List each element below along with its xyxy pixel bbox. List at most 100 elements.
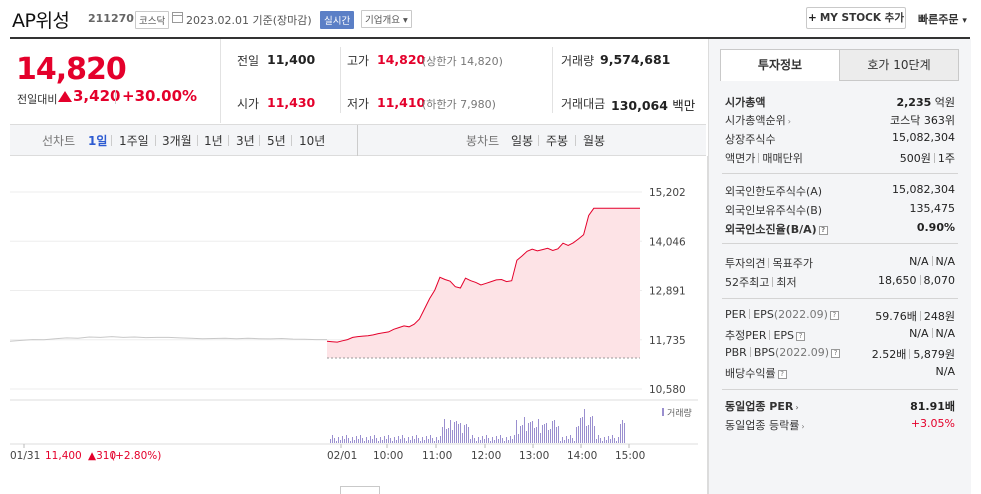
row-sector-per[interactable]: 동일업종 PER › 81.91배 [725,400,955,413]
volume-bar [546,423,547,443]
mystock-add-button[interactable]: + MY STOCK 추가 [806,7,906,29]
x-tick-label: 13:00 [519,450,549,462]
help-icon[interactable]: ? [829,311,839,320]
volume-bar [556,427,557,443]
volume-bar [402,435,403,443]
volume-bar [414,439,415,443]
volume-bar [584,409,585,443]
tab-hoga[interactable]: 호가 10단계 [839,49,959,81]
volume-bar [410,440,411,443]
divider [259,135,260,146]
volume-bar [342,436,343,443]
volume-bar [418,438,419,443]
volume-bar [374,435,375,443]
chart-toggle-button[interactable] [340,486,380,494]
period-1y[interactable]: 1년 [204,134,223,148]
volume-bar [572,438,573,443]
divider [722,298,958,299]
help-icon[interactable]: ? [831,349,841,358]
help-icon[interactable]: ? [777,370,787,379]
prev-close-label: 전일 [237,54,260,68]
high-label: 고가 [347,54,370,68]
divider [552,47,553,113]
volume-bar [516,420,517,443]
period-1d[interactable]: 1일 [88,134,108,148]
x-tick-label: 15:00 [615,450,645,462]
volume-bar [558,426,559,443]
prev-day-close: 11,400 [45,450,82,462]
volume-bar [506,437,507,443]
volume-bar [490,441,491,443]
volume-bar [370,436,371,443]
period-1w[interactable]: 1주일 [119,134,149,148]
volume-bar [390,438,391,443]
help-icon[interactable]: ? [818,226,828,235]
row-mktcap: 시가총액 2,235 억원 [725,96,955,109]
y-tick-label: 12,891 [649,286,686,298]
chevron-down-icon: ▾ [403,15,408,26]
volume-bar [432,438,433,443]
candle-monthly[interactable]: 월봉 [583,134,606,148]
y-axis-ticks: 15,202 14,046 12,891 11,735 10,580 [649,187,686,396]
market-badge: 코스닥 [135,11,170,29]
volume-bar [622,420,623,443]
compare-label: 전일대비 [17,93,58,106]
volume-bar [502,438,503,443]
volume-bar [616,441,617,443]
price-change-pct: +30.00% [122,87,198,105]
divider [291,135,292,146]
volume-bar [412,436,413,443]
volume-bar [504,441,505,443]
volume-bar [530,422,531,443]
amount-value: 130,064 백만 [611,98,696,113]
volume-bar [392,441,393,443]
volume-bar [332,435,333,443]
quick-order-button[interactable]: 빠른주문 ▾ [918,13,967,26]
price-change: 3,420 [73,87,121,105]
volume-bar [494,440,495,443]
period-5y[interactable]: 5년 [267,134,286,148]
volume-bar [520,426,521,443]
price-panel [10,39,221,123]
volume-bar [426,436,427,443]
row-foreign-hold: 외국인보유주식수(B) 135,475 [725,202,955,217]
candle-daily[interactable]: 일봉 [511,134,534,148]
candle-weekly[interactable]: 주봉 [546,134,569,148]
volume-bar [358,439,359,443]
volume-bar [448,428,449,443]
volume-bar [518,434,519,443]
help-icon[interactable]: ? [796,332,806,341]
volume-bar [444,419,445,443]
x-tick-label: 10:00 [373,450,403,462]
row-per: PER EPS(2022.09)? 59.76배 248원 [725,308,955,323]
row-52week: 52주최고 최저 18,650 8,070 [725,274,955,289]
period-3y[interactable]: 3년 [236,134,255,148]
price-chart[interactable]: 15,202 14,046 12,891 11,735 10,580 거래량 01/31… [0,156,708,494]
today-area [327,208,640,359]
volume-bar [472,435,473,443]
chevron-right-icon: › [795,403,799,412]
row-mktcap-rank[interactable]: 시가총액순위 › 코스닥 363위 [725,114,955,127]
volume-bar [354,440,355,443]
row-dividend: 배당수익률? N/A [725,365,955,380]
row-listed-shares: 상장주식수 15,082,304 [725,131,955,146]
volume-bar [364,441,365,443]
tab-invest-info[interactable]: 투자정보 [720,49,840,81]
period-10y[interactable]: 10년 [299,134,326,148]
open-value: 11,430 [267,95,316,110]
volume-bar [624,423,625,443]
volume-bar [542,425,543,443]
row-sector-change[interactable]: 동일업종 등락률 › +3.05% [725,417,955,432]
realtime-badge[interactable]: 실시간 [320,11,355,29]
volume-bar [476,441,477,443]
divider [111,135,112,146]
prev-day-line [9,336,327,342]
volume-bar [610,439,611,443]
period-3m[interactable]: 3개월 [162,134,192,148]
volume-bar [536,427,537,443]
x-tick-label: 11:00 [422,450,452,462]
volume-bar [548,430,549,443]
volume-bar [606,440,607,443]
company-info-select[interactable]: 기업개요 ▾ [361,10,412,28]
volume-bar [512,439,513,443]
